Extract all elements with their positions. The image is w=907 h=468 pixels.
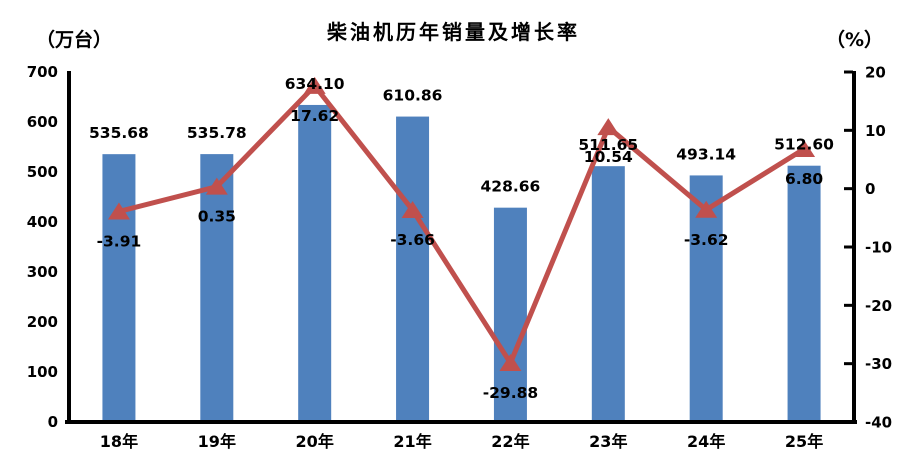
- chart-title: 柴油机历年销量及增长率: [327, 20, 580, 44]
- x-category-label-20年: 20年: [296, 432, 334, 451]
- right-axis-tick-label: 10: [865, 122, 886, 140]
- right-axis-tick-label: -10: [865, 239, 892, 257]
- sales-bar-22年: [493, 207, 527, 422]
- growth-marker-25年: [793, 140, 816, 157]
- x-category-label-18年: 18年: [100, 432, 138, 451]
- sales-value-label-22年: 428.66: [481, 178, 541, 196]
- growth-value-label-25年: 6.80: [785, 170, 823, 188]
- left-axis-line: [67, 71, 71, 423]
- growth-marker-23年: [597, 118, 620, 136]
- x-category-label-24年: 24年: [687, 432, 725, 451]
- growth-value-label-19年: 0.35: [198, 208, 236, 226]
- sales-bar-25年: [787, 165, 821, 422]
- right-axis-tick-label: 0: [865, 180, 875, 198]
- sales-value-label-18年: 535.68: [89, 124, 149, 142]
- left-axis-tick-label: 600: [27, 113, 58, 131]
- x-category-label-23年: 23年: [589, 432, 627, 451]
- right-axis-tick: [844, 362, 853, 366]
- right-axis-tick-label: 20: [865, 64, 886, 82]
- right-axis-tick-label: -20: [865, 297, 892, 315]
- growth-marker-20年: [303, 76, 326, 94]
- sales-bar-21年: [396, 116, 430, 422]
- x-category-label-21年: 21年: [393, 432, 431, 451]
- left-axis-tick-label: 300: [27, 263, 58, 281]
- growth-line: [118, 82, 806, 369]
- sales-value-label-24年: 493.14: [676, 145, 736, 163]
- left-axis-unit-label: （万台）: [36, 29, 113, 51]
- right-axis-tick-label: -40: [865, 414, 892, 432]
- growth-value-label-20年: 17.62: [290, 107, 339, 125]
- right-axis-tick: [844, 303, 853, 307]
- sales-value-label-23年: 511.65: [578, 136, 638, 154]
- sales-bar-18年: [102, 154, 136, 422]
- growth-marker-18年: [107, 202, 130, 220]
- right-axis-tick: [844, 420, 853, 424]
- x-category-label-25年: 25年: [785, 432, 823, 451]
- sales-bar-23年: [591, 166, 625, 422]
- left-axis-tick-label: 400: [27, 213, 58, 231]
- right-axis-unit-label: （%）: [825, 29, 883, 51]
- growth-value-label-21年: -3.66: [390, 231, 435, 249]
- sales-value-label-21年: 610.86: [383, 87, 443, 105]
- x-axis-line: [65, 420, 857, 424]
- left-axis-tick-label: 100: [27, 363, 58, 381]
- growth-value-label-23年: 10.54: [584, 148, 633, 166]
- left-axis-tick-label: 200: [27, 313, 58, 331]
- growth-value-label-22年: -29.88: [483, 384, 538, 402]
- growth-value-label-24年: -3.62: [684, 231, 729, 249]
- sales-bar-19年: [200, 154, 234, 423]
- x-category-label-22年: 22年: [491, 432, 529, 451]
- growth-value-label-18年: -3.91: [97, 232, 142, 250]
- left-axis-tick-label: 500: [27, 163, 58, 181]
- right-axis-tick: [844, 245, 853, 249]
- x-category-label-19年: 19年: [198, 432, 236, 451]
- sales-value-label-25年: 512.60: [774, 136, 834, 154]
- sales-bar-20年: [298, 104, 332, 422]
- growth-marker-19年: [205, 177, 228, 195]
- growth-marker-21年: [401, 201, 424, 219]
- left-axis-tick-label: 700: [27, 63, 58, 81]
- right-axis-tick: [844, 128, 853, 132]
- right-axis-tick-label: -30: [865, 355, 892, 373]
- growth-marker-24年: [695, 200, 718, 218]
- right-axis-tick: [844, 70, 853, 74]
- growth-marker-22年: [499, 353, 522, 371]
- right-axis-tick: [844, 187, 853, 191]
- right-axis-line: [852, 71, 856, 423]
- sales-value-label-19年: 535.78: [187, 124, 247, 142]
- sales-value-label-20年: 634.10: [285, 75, 345, 93]
- left-axis-tick-label: 0: [48, 413, 58, 431]
